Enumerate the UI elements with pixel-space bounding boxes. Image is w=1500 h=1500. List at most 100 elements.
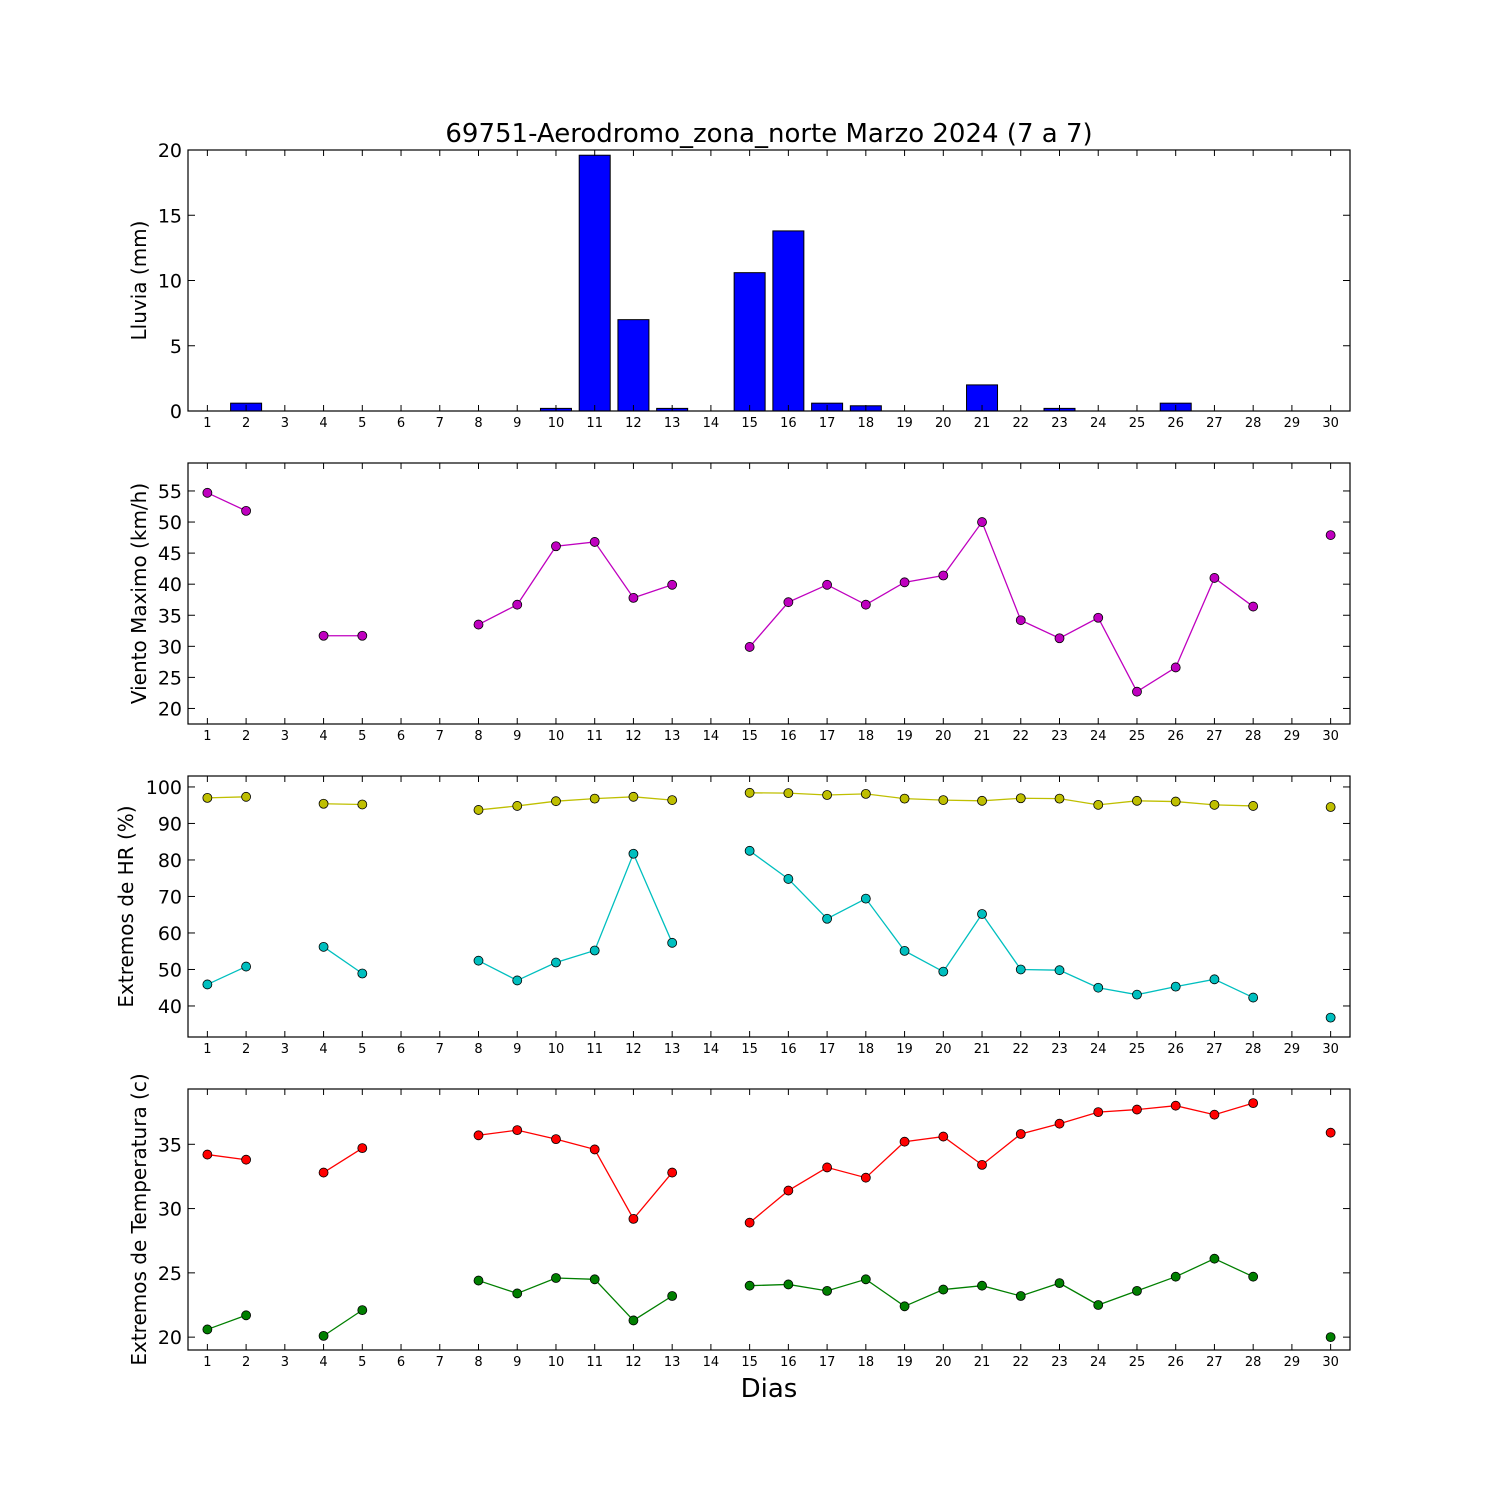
x-tick-label: 4 bbox=[319, 1042, 327, 1057]
x-tick-label: 22 bbox=[1012, 729, 1029, 744]
x-tick-label: 18 bbox=[858, 729, 875, 744]
x-tick-label: 2 bbox=[242, 1355, 250, 1370]
x-tick-label: 27 bbox=[1206, 1355, 1223, 1370]
series-1-point-day-8 bbox=[473, 1130, 484, 1141]
series-2-point-day-13 bbox=[667, 937, 678, 948]
x-tick-label: 16 bbox=[780, 1042, 797, 1057]
series-1-point-day-9 bbox=[512, 801, 523, 811]
series-1-point-day-21 bbox=[977, 517, 987, 527]
series-2-point-day-18 bbox=[860, 893, 871, 904]
x-tick-label: 23 bbox=[1051, 1042, 1068, 1057]
series-1-point-day-19 bbox=[899, 793, 910, 804]
x-tick-label: 11 bbox=[586, 1042, 603, 1057]
series-2-point-day-11 bbox=[589, 945, 600, 956]
x-tick-label: 23 bbox=[1051, 729, 1068, 744]
series-1-point-day-8 bbox=[473, 619, 484, 630]
x-tick-label: 1 bbox=[203, 729, 211, 744]
series-1-point-day-21 bbox=[977, 795, 987, 806]
x-tick-label: 4 bbox=[319, 729, 327, 744]
panel-1: 1 2 3 4 5 6 7 8 9 10 11 12 13 14 15 16 17 18 19 20 21 22 23 24 2… bbox=[127, 140, 1351, 431]
series-2-point-day-27 bbox=[1209, 974, 1220, 985]
series-1-line bbox=[323, 803, 363, 806]
x-tick-label: 17 bbox=[819, 416, 836, 431]
x-tick-label: 11 bbox=[586, 729, 603, 744]
x-tick-label: 29 bbox=[1284, 1355, 1301, 1370]
x-tick-label: 20 bbox=[935, 729, 952, 744]
series-2-point-day-9 bbox=[512, 1288, 523, 1299]
x-tick-label: 24 bbox=[1090, 1042, 1107, 1057]
series-1-point-day-20 bbox=[938, 1131, 949, 1142]
series-1-point-day-20 bbox=[938, 570, 949, 581]
series-2-line bbox=[749, 850, 1254, 999]
series-2-line bbox=[323, 1309, 363, 1337]
series-2-point-day-21 bbox=[977, 1280, 987, 1291]
y-tick-label: 45 bbox=[158, 543, 182, 565]
x-tick-label: 27 bbox=[1206, 416, 1223, 431]
series-2-point-day-18 bbox=[860, 1274, 871, 1285]
x-tick-label: 12 bbox=[625, 1042, 642, 1057]
x-tick-label: 16 bbox=[780, 729, 797, 744]
series-2-point-day-12 bbox=[628, 848, 639, 859]
series-2-point-day-30 bbox=[1325, 1332, 1336, 1343]
x-tick-label: 8 bbox=[474, 1355, 482, 1370]
series-2-point-day-26 bbox=[1170, 1271, 1181, 1282]
bar-day-16 bbox=[772, 230, 805, 412]
series-1-point-day-22 bbox=[1015, 1129, 1026, 1139]
x-tick-label: 12 bbox=[625, 416, 642, 431]
series-1-point-day-23 bbox=[1054, 1118, 1065, 1129]
series-2-point-day-8 bbox=[473, 955, 484, 966]
series-1-line bbox=[323, 1147, 363, 1174]
series-1-point-day-24 bbox=[1093, 612, 1104, 623]
series-2-point-day-4 bbox=[318, 941, 329, 952]
series-1-point-day-23 bbox=[1054, 793, 1065, 804]
x-tick-label: 11 bbox=[586, 1355, 603, 1370]
x-tick-label: 13 bbox=[664, 729, 681, 744]
series-1-point-day-2 bbox=[241, 505, 252, 516]
series-2-point-day-22 bbox=[1015, 1291, 1026, 1301]
series-1-point-day-28 bbox=[1248, 1098, 1259, 1109]
y-tick-label: 20 bbox=[158, 698, 182, 720]
series-1-point-day-22 bbox=[1015, 793, 1026, 804]
x-tick-label: 16 bbox=[780, 416, 797, 431]
x-tick-label: 4 bbox=[319, 416, 327, 431]
y-tick-label: 90 bbox=[158, 813, 182, 835]
x-tick-label: 14 bbox=[703, 729, 720, 744]
x-tick-label: 30 bbox=[1322, 1042, 1339, 1057]
x-tick-label: 7 bbox=[436, 416, 444, 431]
x-axis-label: Dias bbox=[741, 1374, 798, 1404]
y-tick-label: 50 bbox=[158, 512, 182, 534]
series-2-point-day-4 bbox=[318, 1330, 329, 1341]
y-tick-label: 70 bbox=[158, 886, 182, 908]
series-1-point-day-27 bbox=[1209, 799, 1220, 810]
series-2-line bbox=[749, 1257, 1254, 1308]
x-tick-label: 6 bbox=[397, 416, 405, 431]
x-tick-label: 21 bbox=[974, 729, 991, 744]
series-1-point-day-28 bbox=[1248, 801, 1259, 811]
series-1-point-day-16 bbox=[783, 1185, 794, 1196]
x-tick-label: 13 bbox=[664, 416, 681, 431]
series-1-point-day-17 bbox=[822, 1162, 832, 1173]
x-tick-label: 2 bbox=[242, 1042, 250, 1057]
series-2-point-day-8 bbox=[473, 1275, 484, 1286]
series-2-point-day-15 bbox=[744, 1280, 755, 1291]
series-2-point-day-2 bbox=[241, 961, 252, 972]
series-1-point-day-26 bbox=[1170, 796, 1181, 807]
x-tick-label: 22 bbox=[1012, 416, 1029, 431]
x-tick-label: 13 bbox=[664, 1355, 681, 1370]
x-tick-label: 1 bbox=[203, 1355, 211, 1370]
x-tick-label: 10 bbox=[548, 416, 565, 431]
x-tick-label: 30 bbox=[1322, 729, 1339, 744]
series-1-point-day-12 bbox=[628, 592, 639, 603]
y-axis-label: Extremos de Temperatura (c) bbox=[127, 1073, 151, 1365]
x-tick-label: 11 bbox=[586, 416, 603, 431]
x-tick-label: 3 bbox=[281, 1042, 289, 1057]
series-1-point-day-1 bbox=[202, 1149, 213, 1160]
series-1-point-day-9 bbox=[512, 1125, 523, 1136]
x-tick-label: 28 bbox=[1245, 1042, 1262, 1057]
x-tick-label: 19 bbox=[896, 416, 913, 431]
x-tick-label: 27 bbox=[1206, 729, 1223, 744]
series-1-line bbox=[749, 1102, 1254, 1224]
x-tick-label: 9 bbox=[513, 416, 521, 431]
series-2-point-day-25 bbox=[1132, 989, 1142, 1000]
